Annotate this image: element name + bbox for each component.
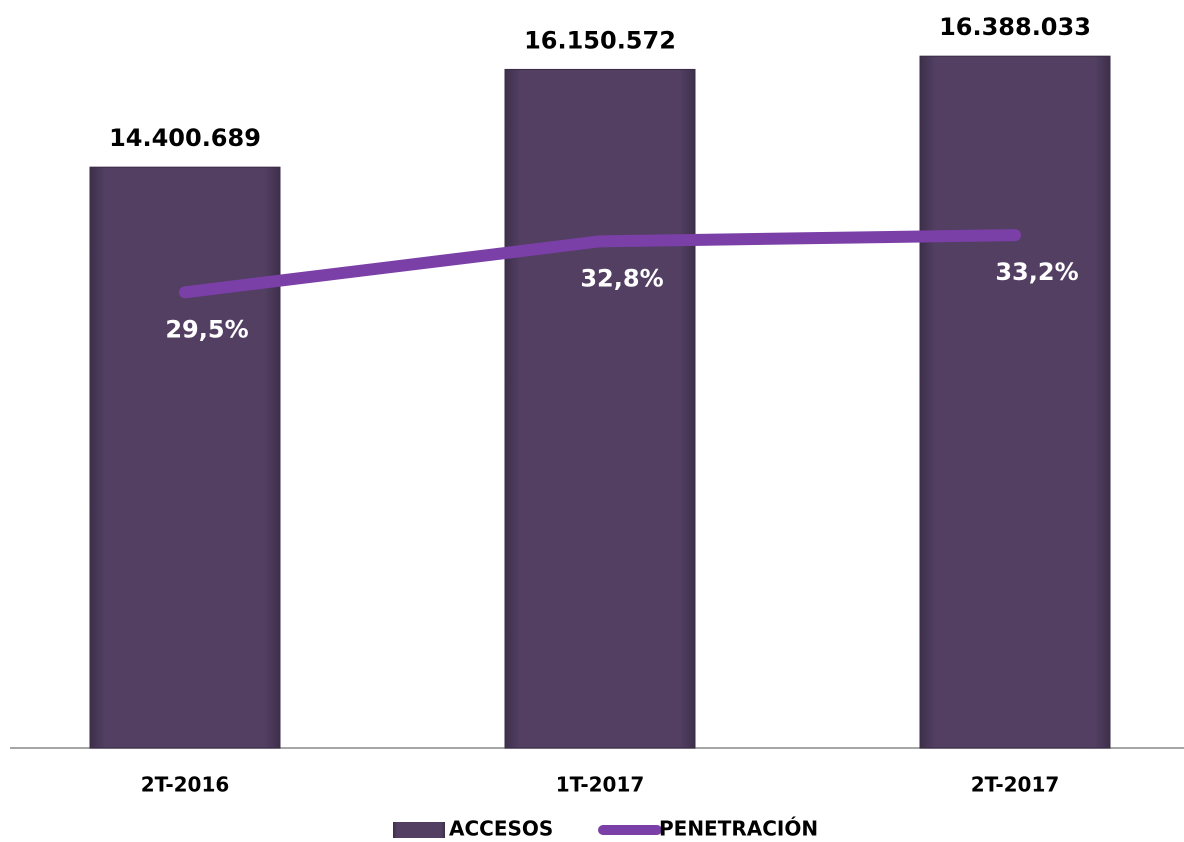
bar bbox=[919, 55, 1111, 749]
bar bbox=[504, 68, 696, 749]
data-label: 16.388.033 bbox=[939, 13, 1091, 41]
data-label: 29,5% bbox=[165, 315, 248, 343]
legend-swatch bbox=[393, 822, 445, 838]
data-label: 16.150.572 bbox=[524, 26, 676, 54]
x-tick-label: 2T-2016 bbox=[141, 773, 230, 797]
x-tick-label: 1T-2017 bbox=[556, 773, 645, 797]
data-label: 14.400.689 bbox=[109, 124, 261, 152]
bar bbox=[89, 166, 281, 749]
data-label: 32,8% bbox=[580, 264, 663, 292]
data-label: 33,2% bbox=[995, 258, 1078, 286]
line bbox=[179, 229, 1021, 299]
legend-label: PENETRACIÓN bbox=[659, 817, 818, 841]
x-tick-label: 2T-2017 bbox=[971, 773, 1060, 797]
legend-label: ACCESOS bbox=[449, 817, 553, 841]
